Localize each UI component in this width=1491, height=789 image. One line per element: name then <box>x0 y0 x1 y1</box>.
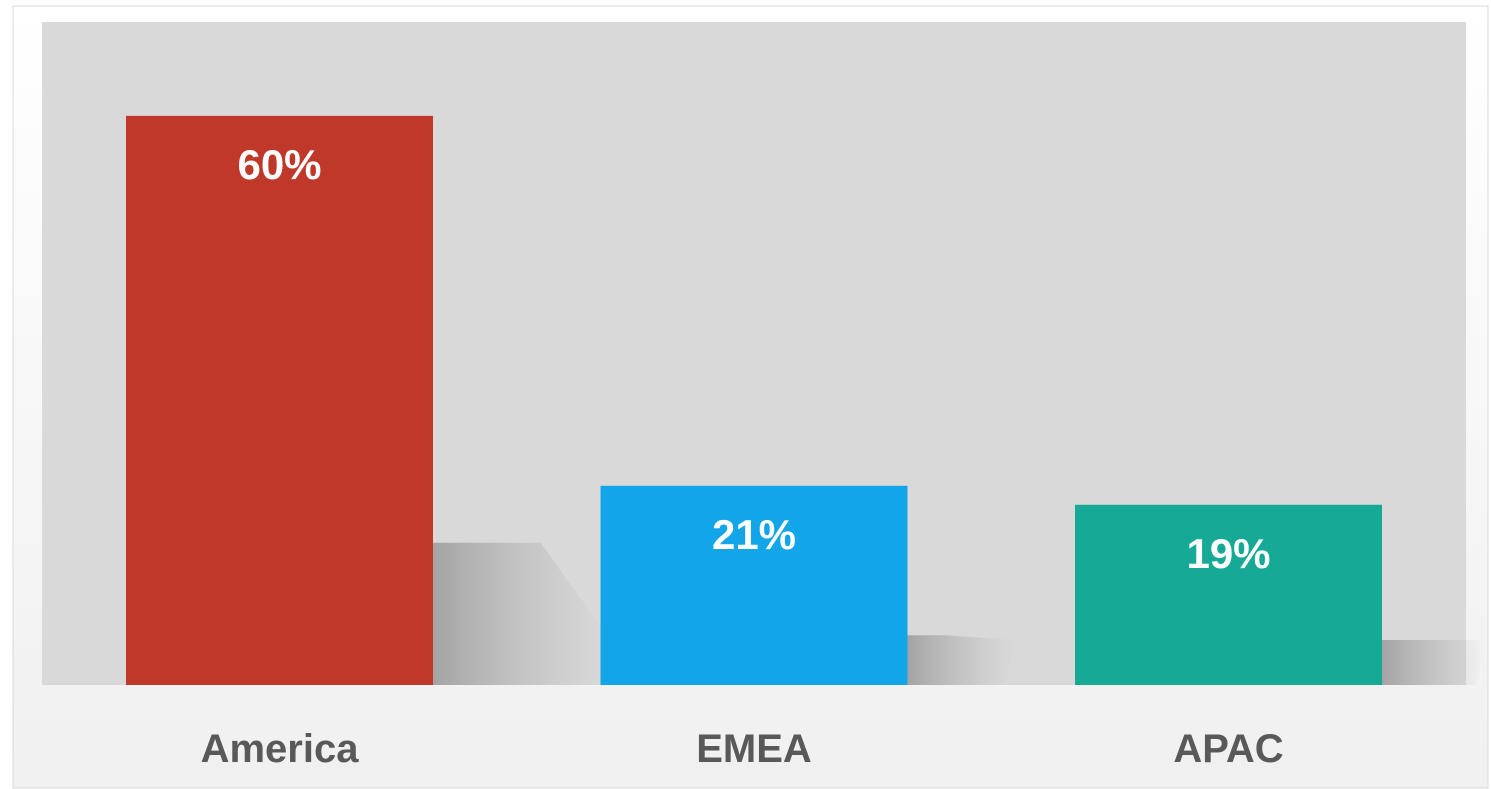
bar-america <box>126 115 433 686</box>
data-label: 19% <box>1186 530 1270 577</box>
data-label: 21% <box>712 511 796 558</box>
x-tick-label: EMEA <box>696 727 812 771</box>
bar-apac <box>1075 504 1382 685</box>
bar-shadow <box>907 635 1016 685</box>
x-tick-label: America <box>201 727 360 771</box>
x-tick-label: APAC <box>1173 727 1283 771</box>
data-label: 60% <box>237 141 321 188</box>
bar-shadows <box>433 542 1487 685</box>
x-axis-labels: America EMEA APAC <box>201 727 1284 771</box>
data-labels: 60% 21% 19% <box>237 141 1270 577</box>
bar-emea <box>600 485 908 685</box>
bars <box>126 115 1382 686</box>
bar-shadow <box>1382 639 1487 685</box>
bar-shadow <box>433 542 611 685</box>
